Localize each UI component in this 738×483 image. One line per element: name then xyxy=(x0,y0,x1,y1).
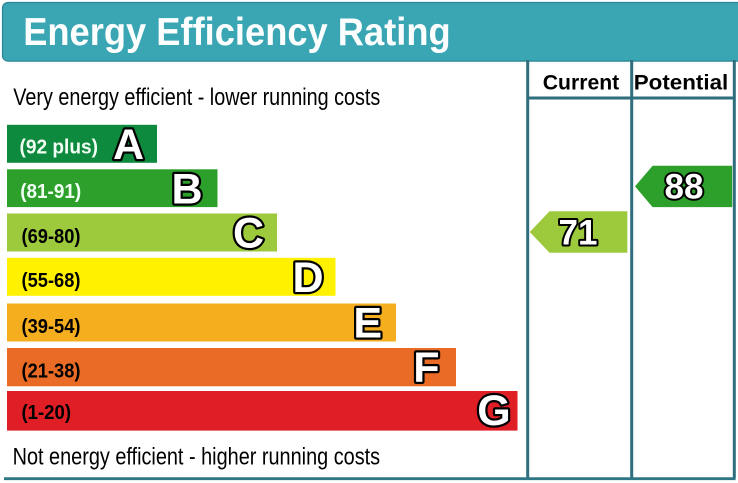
svg-text:(81-91): (81-91) xyxy=(20,181,81,203)
svg-text:(92 plus): (92 plus) xyxy=(20,137,99,159)
svg-text:Not energy efficient - higher: Not energy efficient - higher running co… xyxy=(13,443,381,470)
svg-text:Current: Current xyxy=(543,71,620,95)
svg-text:E: E xyxy=(353,300,382,348)
svg-text:(21-38): (21-38) xyxy=(22,360,81,382)
svg-text:D: D xyxy=(292,254,323,302)
svg-text:(55-68): (55-68) xyxy=(22,270,81,292)
svg-text:Energy Efficiency Rating: Energy Efficiency Rating xyxy=(23,11,451,54)
svg-text:Potential: Potential xyxy=(634,71,729,95)
svg-text:Very energy efficient - lower: Very energy efficient - lower running co… xyxy=(13,84,380,111)
svg-text:71: 71 xyxy=(559,214,598,253)
svg-text:C: C xyxy=(233,210,264,258)
svg-text:(39-54): (39-54) xyxy=(22,316,81,338)
svg-text:88: 88 xyxy=(665,168,704,207)
svg-text:B: B xyxy=(171,165,202,213)
svg-text:(69-80): (69-80) xyxy=(22,226,81,248)
svg-text:A: A xyxy=(113,121,144,169)
svg-text:F: F xyxy=(413,344,439,392)
svg-text:G: G xyxy=(477,387,510,435)
svg-text:(1-20): (1-20) xyxy=(22,402,72,424)
